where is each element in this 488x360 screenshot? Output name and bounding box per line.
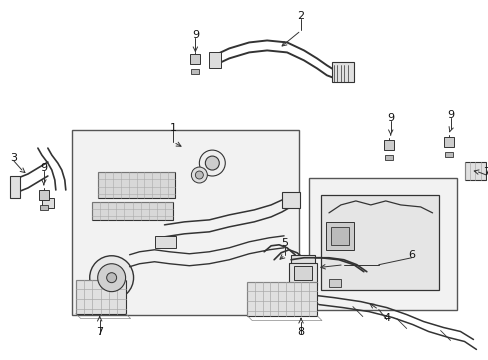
- Circle shape: [199, 150, 225, 176]
- Text: 2: 2: [297, 10, 304, 21]
- Circle shape: [89, 256, 133, 300]
- Bar: [384, 155, 392, 160]
- Circle shape: [195, 171, 203, 179]
- Circle shape: [191, 167, 207, 183]
- Circle shape: [106, 273, 116, 283]
- Bar: [288, 263, 316, 285]
- Bar: [383, 140, 393, 150]
- Bar: [72, 130, 299, 315]
- Bar: [39, 190, 49, 200]
- Text: 8: 8: [297, 327, 304, 337]
- Circle shape: [98, 264, 125, 292]
- Bar: [92, 202, 173, 220]
- Text: 1: 1: [170, 123, 177, 133]
- Text: 5: 5: [281, 238, 288, 248]
- Circle shape: [205, 156, 219, 170]
- Bar: [444, 152, 451, 157]
- Bar: [40, 205, 48, 210]
- Bar: [331, 62, 353, 82]
- Bar: [190, 54, 200, 64]
- Bar: [282, 192, 300, 208]
- Bar: [191, 69, 199, 75]
- Bar: [443, 137, 452, 147]
- Bar: [247, 282, 316, 316]
- Text: 7: 7: [96, 327, 103, 337]
- Text: 3: 3: [10, 153, 18, 163]
- Text: 4: 4: [383, 312, 389, 323]
- Text: 9: 9: [446, 110, 453, 120]
- Bar: [320, 195, 438, 290]
- Bar: [76, 280, 125, 314]
- Bar: [293, 266, 311, 280]
- Bar: [308, 178, 456, 310]
- Bar: [464, 162, 486, 180]
- Bar: [10, 176, 20, 198]
- Text: 9: 9: [40, 163, 47, 173]
- Bar: [328, 279, 340, 287]
- Bar: [154, 236, 176, 248]
- Bar: [209, 53, 221, 68]
- Text: 7: 7: [482, 167, 488, 177]
- Bar: [325, 222, 353, 250]
- Text: 6: 6: [407, 250, 414, 260]
- Text: 9: 9: [191, 31, 199, 40]
- Bar: [98, 172, 175, 198]
- Text: 9: 9: [386, 113, 393, 123]
- Bar: [330, 227, 348, 245]
- Bar: [290, 255, 314, 273]
- Bar: [42, 198, 54, 208]
